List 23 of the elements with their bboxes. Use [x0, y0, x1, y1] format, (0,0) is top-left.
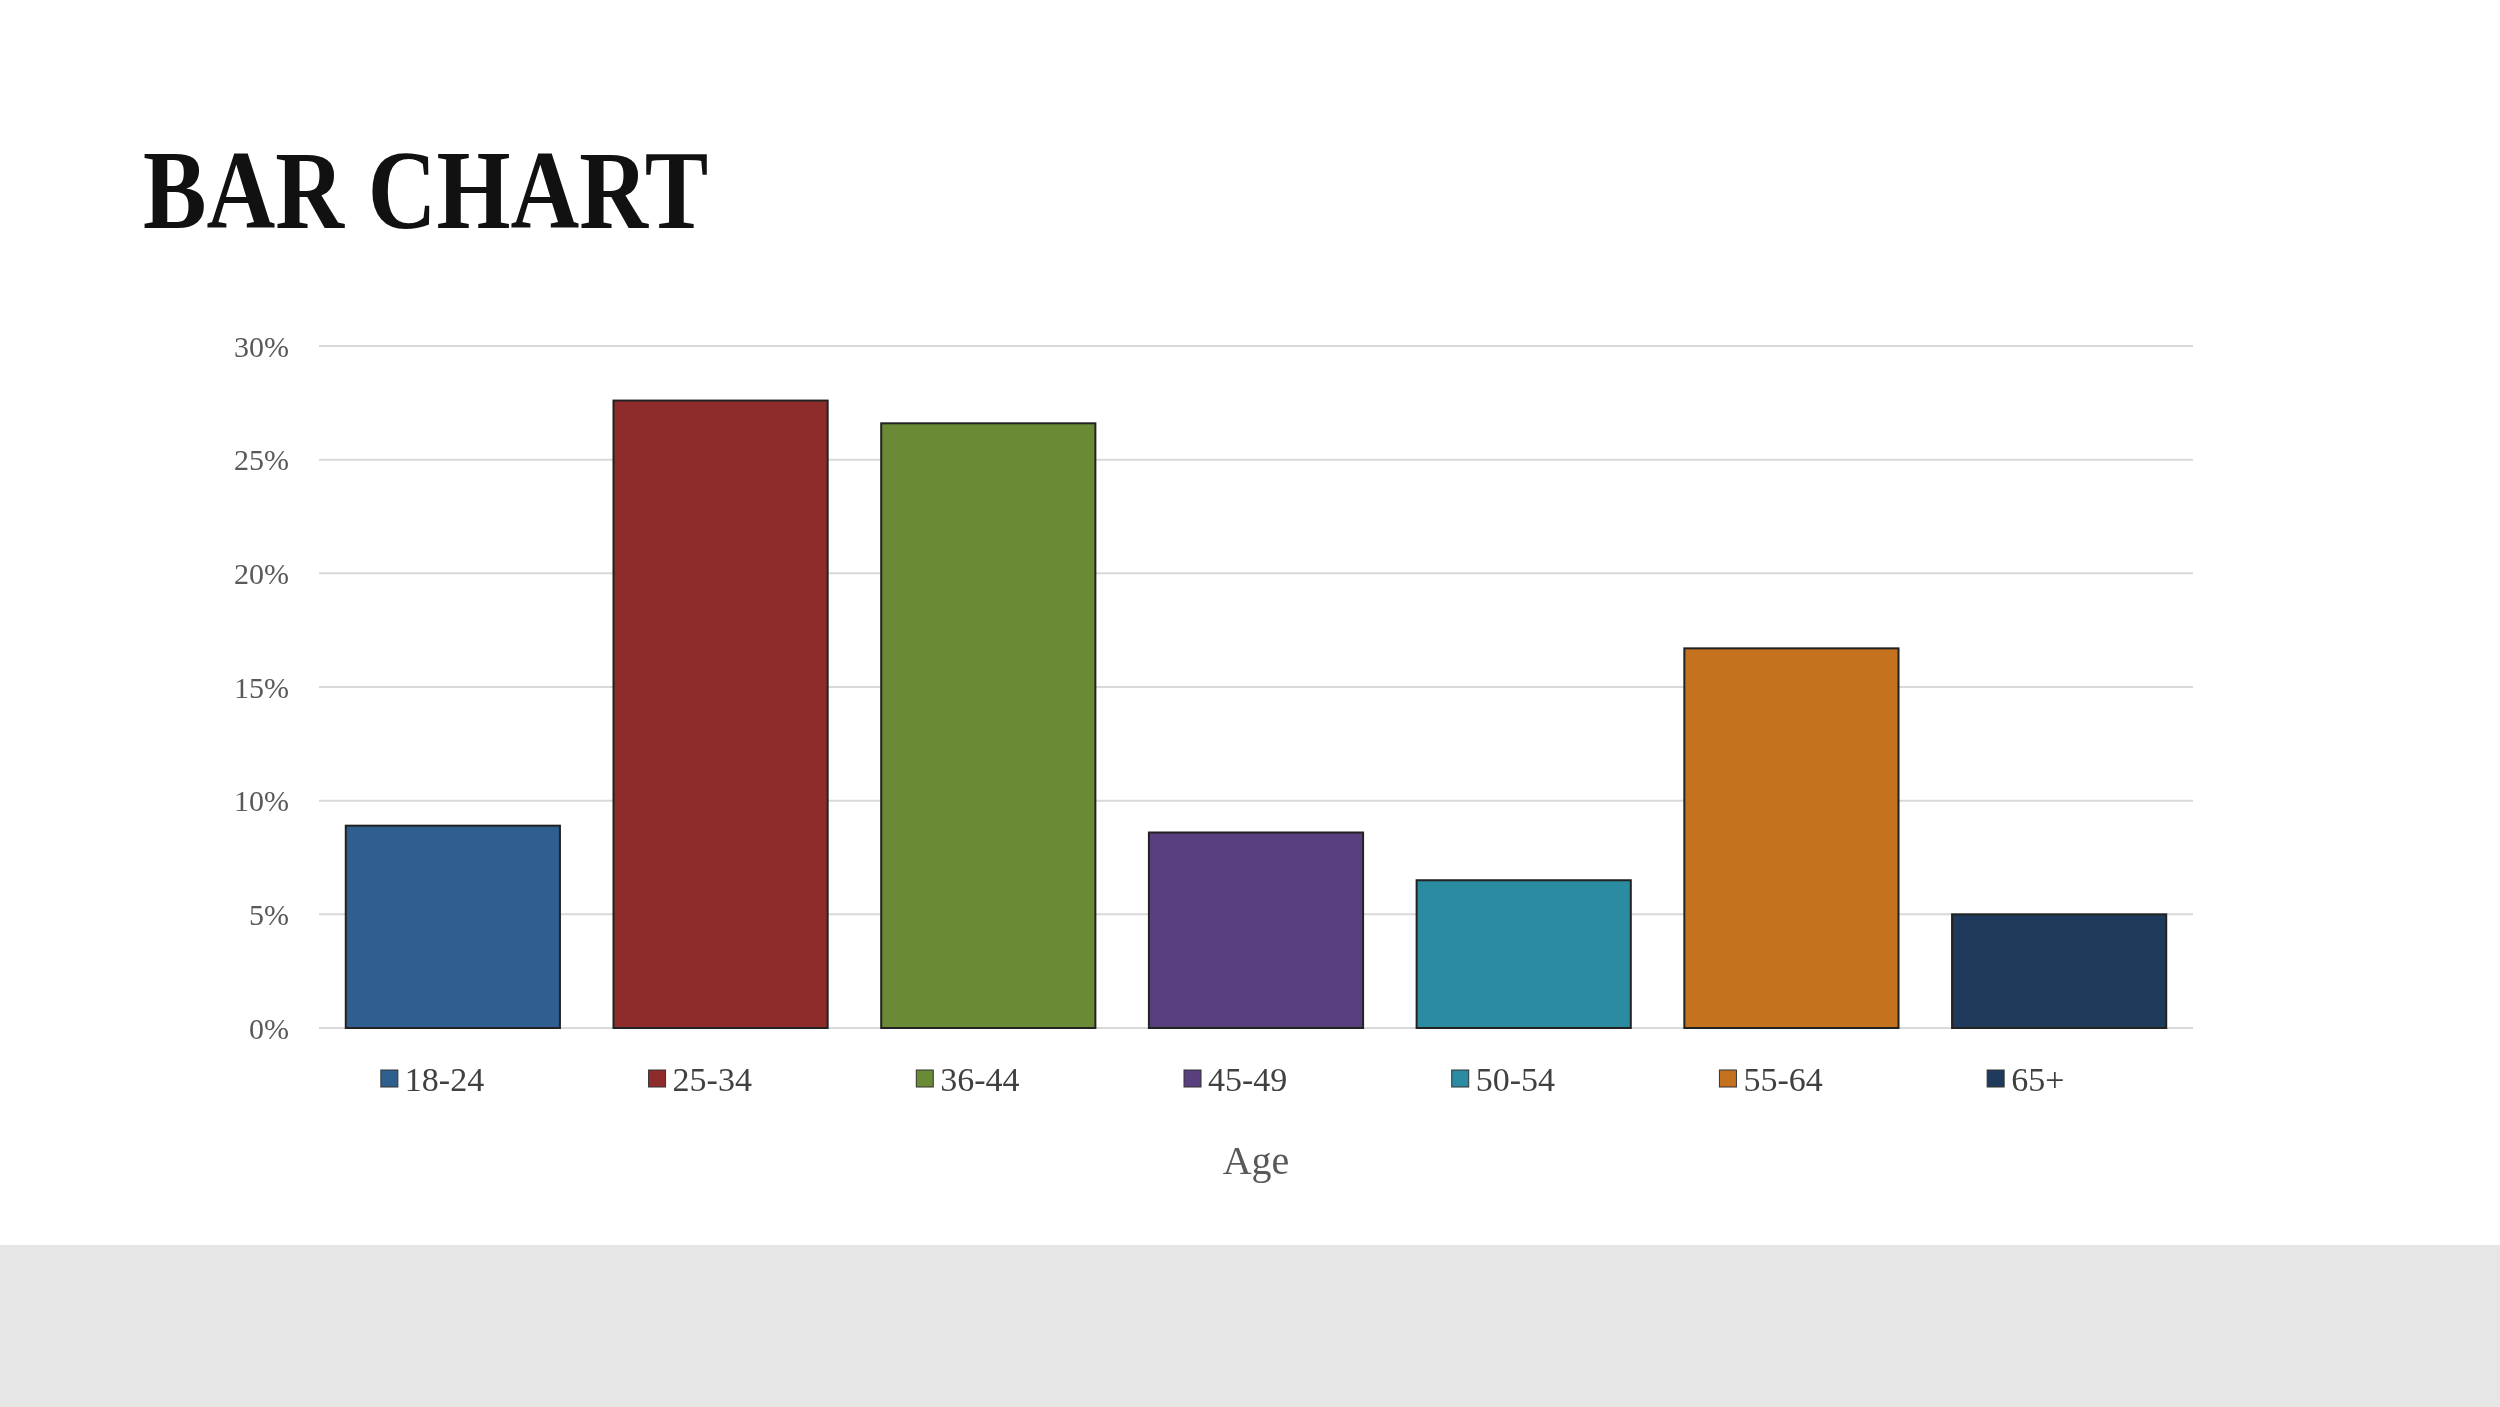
x-tick-label: 50-54	[1475, 1060, 1556, 1098]
bar	[1415, 879, 1632, 1029]
bar	[1683, 647, 1900, 1029]
bar	[612, 399, 829, 1029]
bar	[344, 824, 561, 1029]
y-tick-label: 0%	[249, 1011, 289, 1045]
y-tick-label: 5%	[249, 897, 289, 931]
chart-title: BAR CHART	[143, 127, 709, 252]
x-tick-label: 65+	[2011, 1060, 2065, 1098]
y-tick-label: 25%	[234, 443, 289, 477]
x-tick-label: 36-44	[940, 1060, 1020, 1098]
x-axis-title: Age	[1222, 1138, 1290, 1183]
bar	[1147, 831, 1365, 1029]
bar	[1951, 913, 2168, 1029]
y-tick-label: 15%	[234, 670, 289, 704]
x-tick-label: 18-24	[404, 1060, 485, 1098]
y-tick-label: 10%	[234, 784, 289, 818]
x-tick-label: 55-64	[1743, 1060, 1823, 1098]
y-tick-label: 20%	[234, 556, 289, 590]
bar	[880, 422, 1097, 1029]
x-tick-label: 45-49	[1208, 1060, 1288, 1098]
x-tick-label: 25-34	[672, 1060, 752, 1098]
y-tick-label: 30%	[234, 329, 289, 363]
